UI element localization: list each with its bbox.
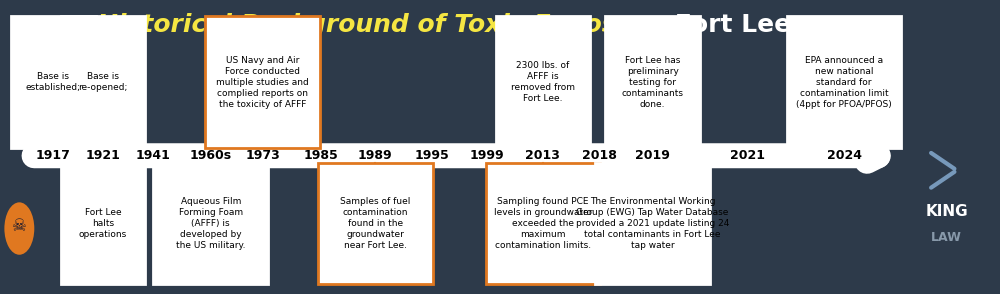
- Text: ☠: ☠: [12, 217, 27, 235]
- Text: 1917: 1917: [36, 149, 71, 162]
- Text: The Environmental Working
Group (EWG) Tap Water Database
provided a 2021 update : The Environmental Working Group (EWG) Ta…: [576, 197, 729, 250]
- FancyBboxPatch shape: [11, 16, 96, 148]
- FancyBboxPatch shape: [153, 163, 268, 284]
- Text: 1921: 1921: [86, 149, 121, 162]
- FancyBboxPatch shape: [486, 163, 600, 284]
- Text: Samples of fuel
contamination
found in the
groundwater
near Fort Lee.: Samples of fuel contamination found in t…: [340, 197, 411, 250]
- Text: 1960s: 1960s: [190, 149, 232, 162]
- Text: Base is
established;: Base is established;: [26, 72, 81, 92]
- FancyBboxPatch shape: [787, 16, 901, 148]
- Text: Sampling found PCE
levels in groundwater
exceeded the
maximum
contamination limi: Sampling found PCE levels in groundwater…: [494, 197, 592, 250]
- Text: Fort Lee
halts
operations: Fort Lee halts operations: [79, 208, 127, 239]
- Text: 2021: 2021: [730, 149, 765, 162]
- FancyBboxPatch shape: [496, 16, 590, 148]
- Text: 1973: 1973: [245, 149, 280, 162]
- Text: 1999: 1999: [470, 149, 504, 162]
- Text: EPA announced a
new national
standard for
contamination limit
(4ppt for PFOA/PFO: EPA announced a new national standard fo…: [796, 56, 892, 109]
- Text: LAW: LAW: [931, 231, 962, 244]
- Text: 2018: 2018: [582, 149, 617, 162]
- Text: 1941: 1941: [136, 149, 170, 162]
- FancyArrowPatch shape: [34, 150, 878, 161]
- Text: 1989: 1989: [358, 149, 393, 162]
- Text: Historical Background of Toxic Exposure: Historical Background of Toxic Exposure: [97, 13, 664, 37]
- FancyBboxPatch shape: [61, 16, 145, 148]
- FancyBboxPatch shape: [605, 16, 700, 148]
- Text: KING: KING: [925, 203, 968, 218]
- Ellipse shape: [4, 202, 34, 255]
- Text: Aqueous Film
Forming Foam
(AFFF) is
developed by
the US military.: Aqueous Film Forming Foam (AFFF) is deve…: [176, 197, 246, 250]
- Text: Fort Lee has
preliminary
testing for
contaminants
done.: Fort Lee has preliminary testing for con…: [622, 56, 684, 109]
- Text: 2024: 2024: [827, 149, 862, 162]
- Text: US Navy and Air
Force conducted
multiple studies and
complied reports on
the tox: US Navy and Air Force conducted multiple…: [216, 56, 309, 109]
- Text: - Fort Lee: - Fort Lee: [647, 13, 791, 37]
- FancyBboxPatch shape: [205, 16, 320, 148]
- Text: 2019: 2019: [635, 149, 670, 162]
- FancyBboxPatch shape: [61, 163, 145, 284]
- Text: 2013: 2013: [525, 149, 560, 162]
- FancyBboxPatch shape: [595, 163, 710, 284]
- FancyBboxPatch shape: [318, 163, 433, 284]
- Text: 1995: 1995: [415, 149, 450, 162]
- Text: 1985: 1985: [303, 149, 338, 162]
- Text: Base is
re-opened;: Base is re-opened;: [78, 72, 128, 92]
- Text: 2300 lbs. of
AFFF is
removed from
Fort Lee.: 2300 lbs. of AFFF is removed from Fort L…: [511, 61, 575, 103]
